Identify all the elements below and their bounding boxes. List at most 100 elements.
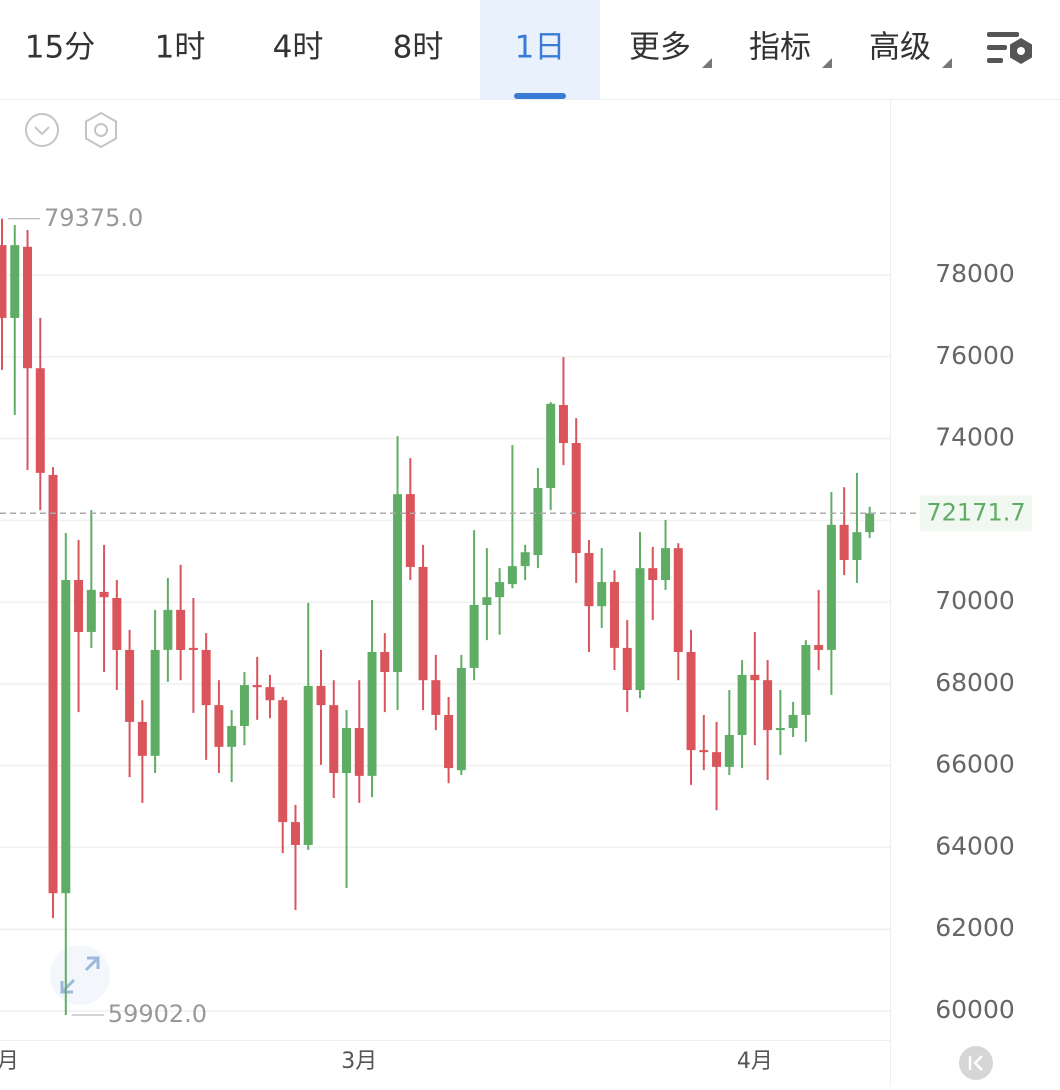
tab[interactable]: 更多 [629,30,691,66]
candle-body [99,591,109,598]
candle-body [482,597,492,605]
candle-body [74,580,84,632]
candle-body [48,474,58,894]
candle-body [788,714,798,729]
last-price-bg [920,495,1032,532]
y-tick-label: 66000 [935,750,1015,779]
candle-body [839,524,849,560]
candle-body [546,403,556,489]
candle-body [227,725,237,747]
x-tick-label: 4月 [737,1049,773,1074]
candle-body [444,714,454,769]
candle-body [609,582,619,648]
candle-body [686,651,696,751]
candle-body [188,647,198,650]
candle-body [558,405,568,444]
candle-body [252,685,262,688]
candle-body [150,649,160,756]
candle-body [507,566,517,585]
candle-body [801,645,811,715]
candle-body [201,649,211,706]
candle-body [418,566,428,681]
candle-body [10,245,20,318]
candle-body [290,822,300,845]
candle-body [533,488,543,556]
candle-body [367,651,377,776]
collapse-icon[interactable] [25,113,59,147]
candle-body [469,604,479,668]
candle-body [763,680,773,731]
tab[interactable]: 4时 [273,30,324,66]
tab[interactable]: 15分 [25,30,95,66]
candle-body [23,246,33,369]
candle-body [342,728,352,774]
candle-body [661,548,671,581]
x-tick-label: 月 [0,1049,19,1074]
candle-body [354,728,364,776]
candle-body [814,645,824,650]
candle-body [431,680,441,715]
y-tick-label: 74000 [935,423,1015,452]
candle-body [597,582,607,607]
candle-body [520,552,530,567]
max-marker-label: 79375.0 [44,204,143,232]
candle-body [239,685,249,726]
x-tick-label: 3月 [341,1049,377,1074]
tab[interactable]: 1时 [155,30,206,66]
candle-body [584,553,594,607]
dropdown-caret [822,58,832,68]
candle-body [125,649,135,722]
last-price-label: 72171.7 [926,498,1025,526]
candle-body [265,687,275,701]
settings-icon[interactable] [85,111,117,149]
dropdown-caret [942,58,952,68]
candle-body [712,752,722,767]
y-tick-label: 68000 [935,668,1015,697]
candle-body [750,674,760,681]
candle-body [112,598,122,650]
candle-body [571,443,581,554]
candle-body [852,532,862,560]
candle-body [405,494,415,567]
candle-body [622,647,632,691]
candle-body [635,568,645,691]
candle-body [456,667,466,771]
y-tick-label: 60000 [935,995,1015,1024]
candle-body [648,568,658,581]
candle-body [137,721,147,756]
candle-body [329,705,339,774]
scroll-end-button[interactable] [959,1046,993,1080]
candle-body [303,685,313,845]
tab[interactable]: 指标 [749,30,811,66]
selected-tab-indicator [514,93,566,99]
candle-body [214,705,224,747]
y-tick-label: 76000 [935,341,1015,370]
tab[interactable]: 8时 [393,30,444,66]
candle-body [35,368,45,473]
menu-settings-icon[interactable] [987,32,1032,64]
candle-body [86,589,96,632]
candle-body [393,494,403,673]
candle-body [380,651,390,673]
selected-tab-bg [480,0,600,99]
y-tick-label: 78000 [935,259,1015,288]
candle-body [0,245,7,318]
dropdown-caret [702,58,712,68]
candle-body [699,750,709,753]
candle-body [316,685,326,706]
candle-body [61,580,71,894]
candle-body [278,700,288,823]
y-tick-label: 70000 [935,586,1015,615]
tab[interactable]: 高级 [869,30,931,66]
candle-body [775,728,785,731]
candle-body [737,674,747,735]
candle-body [724,734,734,767]
candle-body [176,609,186,650]
candle-body [865,513,875,533]
plot-area [0,218,890,1015]
min-marker-label: 59902.0 [108,1000,207,1028]
tab[interactable]: 1日 [515,30,566,66]
candle-body [163,609,173,650]
expand-icon[interactable] [50,945,110,1005]
